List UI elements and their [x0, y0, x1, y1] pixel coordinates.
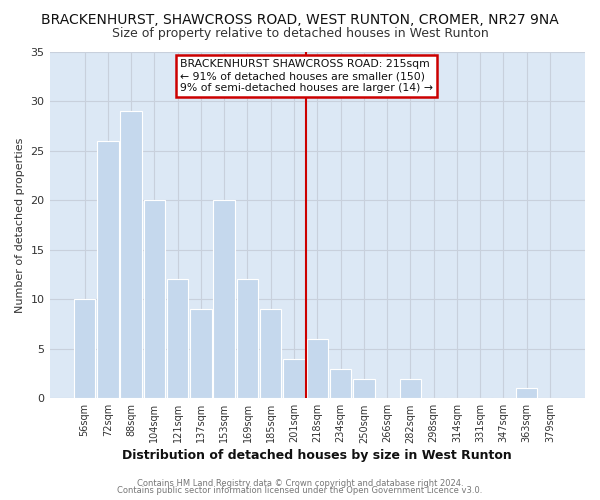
Text: BRACKENHURST SHAWCROSS ROAD: 215sqm
← 91% of detached houses are smaller (150)
9: BRACKENHURST SHAWCROSS ROAD: 215sqm ← 91… [180, 60, 433, 92]
Bar [516, 388, 538, 398]
Text: Size of property relative to detached houses in West Runton: Size of property relative to detached ho… [112, 28, 488, 40]
Bar [74, 299, 95, 398]
Bar [353, 378, 374, 398]
X-axis label: Distribution of detached houses by size in West Runton: Distribution of detached houses by size … [122, 450, 512, 462]
Bar [400, 378, 421, 398]
Bar [167, 280, 188, 398]
Bar [330, 368, 351, 398]
Y-axis label: Number of detached properties: Number of detached properties [15, 137, 25, 312]
Bar [121, 111, 142, 399]
Bar [283, 358, 305, 399]
Bar [260, 309, 281, 398]
Text: Contains public sector information licensed under the Open Government Licence v3: Contains public sector information licen… [118, 486, 482, 495]
Bar [190, 309, 212, 398]
Bar [307, 339, 328, 398]
Bar [143, 200, 165, 398]
Bar [214, 200, 235, 398]
Bar [237, 280, 258, 398]
Text: BRACKENHURST, SHAWCROSS ROAD, WEST RUNTON, CROMER, NR27 9NA: BRACKENHURST, SHAWCROSS ROAD, WEST RUNTO… [41, 12, 559, 26]
Text: Contains HM Land Registry data © Crown copyright and database right 2024.: Contains HM Land Registry data © Crown c… [137, 478, 463, 488]
Bar [97, 140, 119, 398]
